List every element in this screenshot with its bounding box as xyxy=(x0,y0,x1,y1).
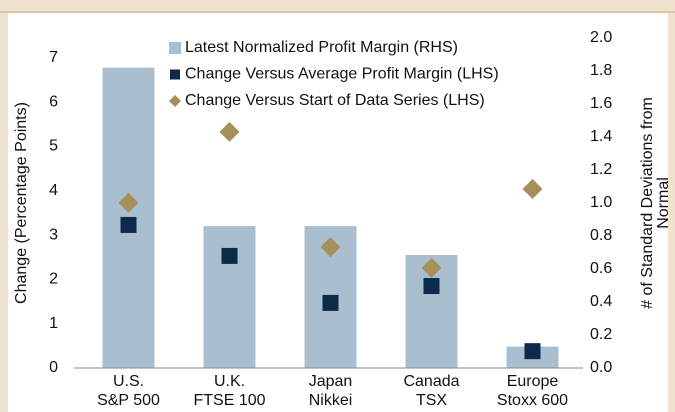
y2-axis-label: Normal xyxy=(655,177,672,229)
diamond-marker xyxy=(219,121,240,142)
y-tick-label: 3 xyxy=(49,226,58,243)
bar xyxy=(203,226,256,368)
y2-tick-label: 0.0 xyxy=(590,359,612,376)
y-tick-label: 0 xyxy=(49,359,58,376)
y-tick-label: 7 xyxy=(49,49,58,66)
x-tick-label: Japan xyxy=(309,373,353,390)
y-axis-label: Change (Percentage Points) xyxy=(13,102,30,304)
y2-tick-label: 2.0 xyxy=(590,29,612,46)
y2-tick-label: 1.2 xyxy=(590,161,612,178)
diamond-marker xyxy=(522,179,543,200)
legend-swatch xyxy=(170,69,180,80)
diamond-marker xyxy=(118,192,139,213)
x-tick-label: S&P 500 xyxy=(97,392,160,409)
x-tick-label: Europe xyxy=(507,373,559,390)
x-tick-label: U.K. xyxy=(214,373,245,390)
x-tick-label: Canada xyxy=(403,373,459,390)
legend-label: Change Versus Start of Data Series (LHS) xyxy=(185,92,485,109)
x-tick-label: Stoxx 600 xyxy=(497,392,568,409)
legend-swatch xyxy=(169,95,181,107)
y2-tick-label: 0.8 xyxy=(590,227,612,244)
diamond-marker xyxy=(421,257,442,278)
y2-tick-label: 1.8 xyxy=(590,62,612,79)
legend-label: Change Versus Average Profit Margin (LHS… xyxy=(185,66,499,83)
y2-axis-label: # of Standard Deviations from xyxy=(639,97,656,309)
legend-label: Latest Normalized Profit Margin (RHS) xyxy=(185,39,458,56)
square-marker xyxy=(423,278,440,295)
square-marker xyxy=(221,247,238,264)
legend-swatch xyxy=(169,42,181,54)
y2-tick-label: 1.4 xyxy=(590,128,612,145)
y2-tick-label: 0.6 xyxy=(590,260,612,277)
y2-tick-label: 0.2 xyxy=(590,326,612,343)
square-marker xyxy=(322,294,339,311)
y-tick-label: 5 xyxy=(49,138,58,155)
x-tick-label: TSX xyxy=(416,392,447,409)
y2-tick-label: 0.4 xyxy=(590,293,612,310)
y-tick-label: 6 xyxy=(49,93,58,110)
diamond-marker xyxy=(320,237,341,258)
square-marker xyxy=(120,216,137,233)
y-tick-label: 2 xyxy=(49,271,58,288)
square-marker xyxy=(524,343,541,360)
x-tick-label: U.S. xyxy=(113,373,144,390)
y-tick-label: 1 xyxy=(49,315,58,332)
y2-tick-label: 1.0 xyxy=(590,194,612,211)
x-tick-label: Nikkei xyxy=(309,392,353,409)
x-tick-label: FTSE 100 xyxy=(193,392,265,409)
y2-tick-label: 1.6 xyxy=(590,95,612,112)
y-tick-label: 4 xyxy=(49,182,58,199)
